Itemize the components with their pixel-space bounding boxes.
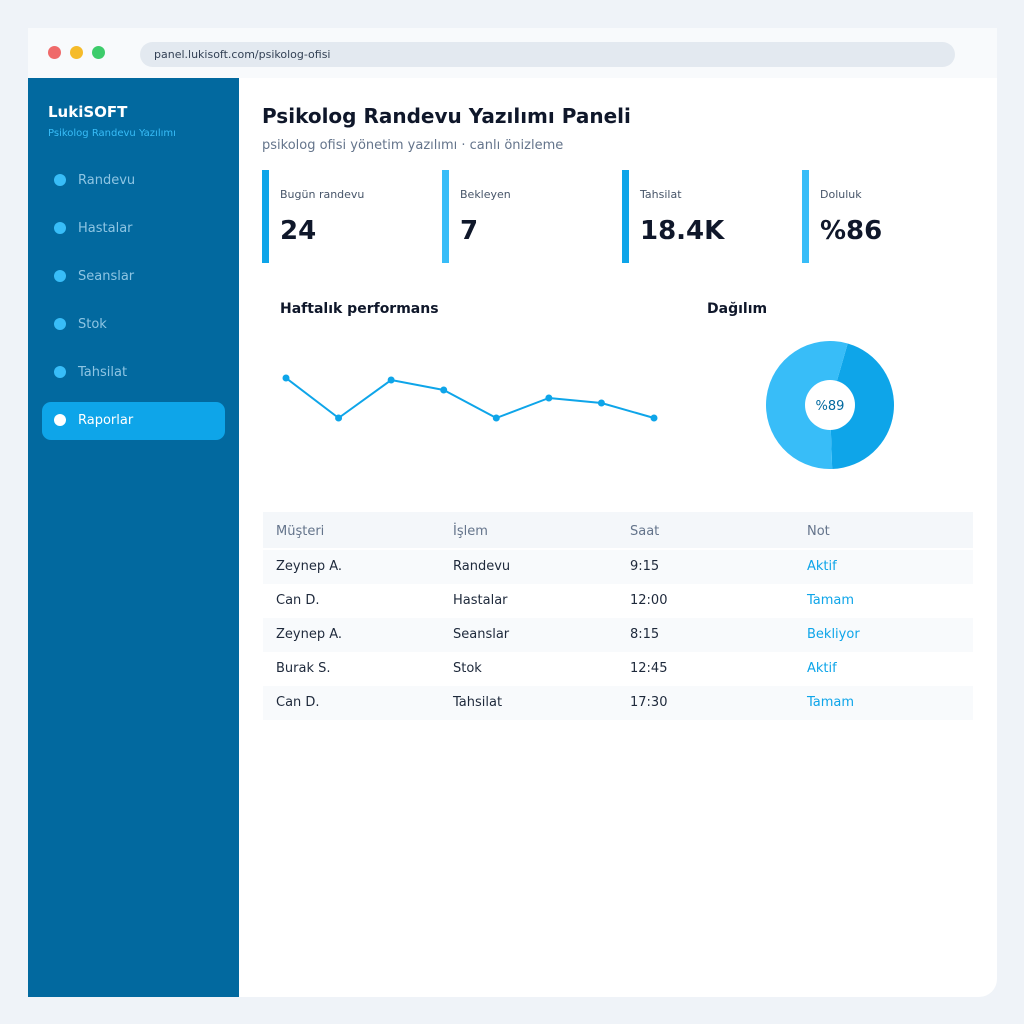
sidebar-item-raporlar[interactable]: Raporlar [42, 402, 225, 440]
kpi-card-collection: Tahsilat 18.4K [622, 170, 782, 263]
nav-bullet-icon [54, 414, 66, 426]
table-header-row: Müşteri İşlem Saat Not [263, 512, 973, 548]
close-window-icon[interactable] [48, 46, 61, 59]
sidebar-item-label: Hastalar [78, 221, 133, 236]
page-title: Psikolog Randevu Yazılımı Paneli [262, 104, 631, 128]
donut-center-label: %89 [816, 399, 845, 414]
nav-bullet-icon [54, 318, 66, 330]
cell-customer: Zeynep A. [276, 627, 343, 642]
nav-bullet-icon [54, 222, 66, 234]
performance-chart-title: Haftalık performans [280, 301, 439, 317]
cell-action: Stok [453, 661, 482, 676]
sidebar-item-label: Raporlar [78, 413, 134, 428]
cell-customer: Burak S. [276, 661, 331, 676]
column-header-action[interactable]: İşlem [453, 524, 488, 539]
cell-action: Tahsilat [453, 695, 503, 710]
column-header-customer[interactable]: Müşteri [276, 524, 325, 539]
table-row[interactable]: Zeynep A. Seanslar 8:15 Bekliyor [263, 618, 973, 652]
cell-time: 8:15 [630, 627, 660, 642]
kpi-label: Bugün randevu [280, 188, 365, 201]
distribution-slice [830, 343, 894, 469]
cell-status: Tamam [807, 695, 855, 710]
cell-time: 9:15 [630, 559, 660, 574]
browser-window: panel.lukisoft.com/psikolog-ofisi LukiSO… [28, 28, 997, 997]
kpi-value: 7 [460, 216, 479, 246]
cell-action: Seanslar [453, 627, 510, 642]
page-subtitle: psikolog ofisi yönetim yazılımı · canlı … [262, 138, 564, 153]
cell-status: Tamam [807, 593, 855, 608]
table-row[interactable]: Can D. Tahsilat 17:30 Tamam [263, 686, 973, 720]
sidebar-item-label: Stok [78, 317, 107, 332]
cell-status: Bekliyor [807, 627, 860, 642]
performance-series-line [285, 377, 655, 419]
performance-data-point [597, 399, 605, 407]
sidebar-item-randevu[interactable]: Randevu [42, 162, 225, 200]
cell-action: Hastalar [453, 593, 508, 608]
records-table: Müşteri İşlem Saat Not Zeynep A. Randevu… [263, 512, 973, 720]
cell-status: Aktif [807, 559, 837, 574]
cell-customer: Can D. [276, 695, 320, 710]
sidebar-item-label: Seanslar [78, 269, 135, 284]
table-row[interactable]: Zeynep A. Randevu 9:15 Aktif [263, 550, 973, 584]
kpi-value: 24 [280, 216, 317, 246]
cell-time: 12:45 [630, 661, 668, 676]
table-row[interactable]: Can D. Hastalar 12:00 Tamam [263, 584, 973, 618]
kpi-label: Bekleyen [460, 188, 511, 201]
table-row[interactable]: Burak S. Stok 12:45 Aktif [263, 652, 973, 686]
weekly-performance-chart [282, 374, 658, 422]
nav-bullet-icon [54, 270, 66, 282]
cell-customer: Zeynep A. [276, 559, 343, 574]
browser-titlebar: panel.lukisoft.com/psikolog-ofisi [28, 28, 997, 78]
cell-status: Aktif [807, 661, 837, 676]
sidebar-item-hastalar[interactable]: Hastalar [42, 210, 225, 248]
distribution-donut-chart: %89 [766, 341, 894, 469]
kpi-card-today-appointments: Bugün randevu 24 [262, 170, 422, 263]
minimize-window-icon[interactable] [70, 46, 83, 59]
distribution-chart-title: Dağılım [707, 301, 768, 317]
column-header-time[interactable]: Saat [630, 524, 660, 539]
cell-time: 17:30 [630, 695, 668, 710]
address-bar[interactable]: panel.lukisoft.com/psikolog-ofisi [140, 42, 955, 67]
sidebar: LukiSOFT Psikolog Randevu Yazılımı Rande… [28, 78, 239, 997]
kpi-label: Tahsilat [640, 188, 682, 201]
cell-customer: Can D. [276, 593, 320, 608]
kpi-label: Doluluk [820, 188, 862, 201]
sidebar-item-label: Randevu [78, 173, 136, 188]
sidebar-item-seanslar[interactable]: Seanslar [42, 258, 225, 296]
kpi-value: %86 [820, 216, 883, 246]
kpi-card-pending: Bekleyen 7 [442, 170, 602, 263]
cell-action: Randevu [453, 559, 511, 574]
maximize-window-icon[interactable] [92, 46, 105, 59]
performance-data-point [492, 414, 500, 422]
nav-bullet-icon [54, 366, 66, 378]
performance-data-point [545, 394, 553, 402]
cell-time: 12:00 [630, 593, 668, 608]
performance-data-point [387, 376, 395, 384]
kpi-value: 18.4K [640, 216, 725, 246]
donut-hole [805, 380, 855, 430]
performance-data-point [440, 386, 448, 394]
performance-data-point [650, 414, 658, 422]
brand-logo: LukiSOFT [48, 103, 128, 121]
sidebar-item-stok[interactable]: Stok [42, 306, 225, 344]
nav-bullet-icon [54, 174, 66, 186]
performance-data-point [335, 414, 343, 422]
brand-subtitle: Psikolog Randevu Yazılımı [48, 128, 176, 139]
performance-data-point [282, 374, 290, 382]
sidebar-item-tahsilat[interactable]: Tahsilat [42, 354, 225, 392]
sidebar-item-label: Tahsilat [78, 365, 128, 380]
kpi-card-occupancy: Doluluk %86 [802, 170, 962, 263]
column-header-note[interactable]: Not [807, 524, 830, 539]
